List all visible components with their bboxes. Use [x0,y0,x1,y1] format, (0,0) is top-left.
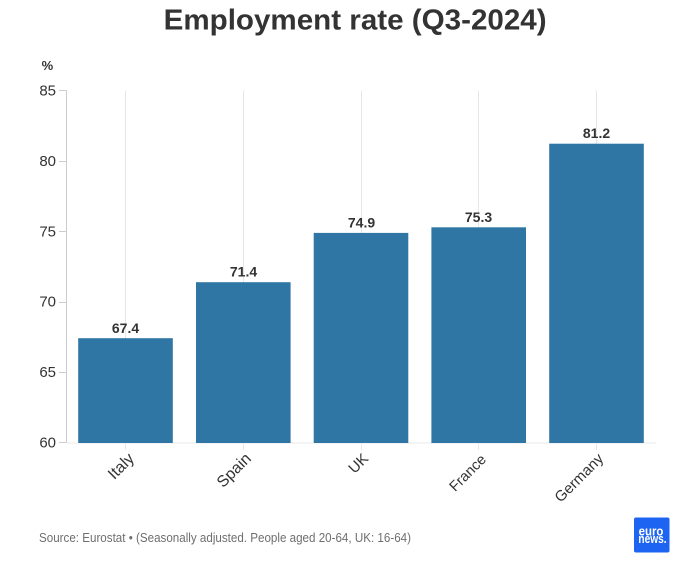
svg-text:80: 80 [39,153,56,170]
svg-text:75.3: 75.3 [465,209,492,225]
svg-text:75: 75 [39,223,56,240]
svg-text:60: 60 [39,435,56,452]
svg-text:81.2: 81.2 [583,125,610,141]
svg-text:%: % [42,58,54,73]
svg-text:news.: news. [638,531,666,546]
svg-text:71.4: 71.4 [230,264,257,280]
svg-text:Source: Eurostat • (Seasonally: Source: Eurostat • (Seasonally adjusted.… [39,530,411,545]
svg-text:Employment rate (Q3-2024): Employment rate (Q3-2024) [164,5,547,37]
svg-text:74.9: 74.9 [348,214,375,230]
svg-text:euro: euro [639,524,664,539]
svg-text:85: 85 [39,82,56,99]
svg-text:70: 70 [39,294,56,311]
svg-text:65: 65 [39,364,56,381]
svg-text:67.4: 67.4 [112,320,139,336]
